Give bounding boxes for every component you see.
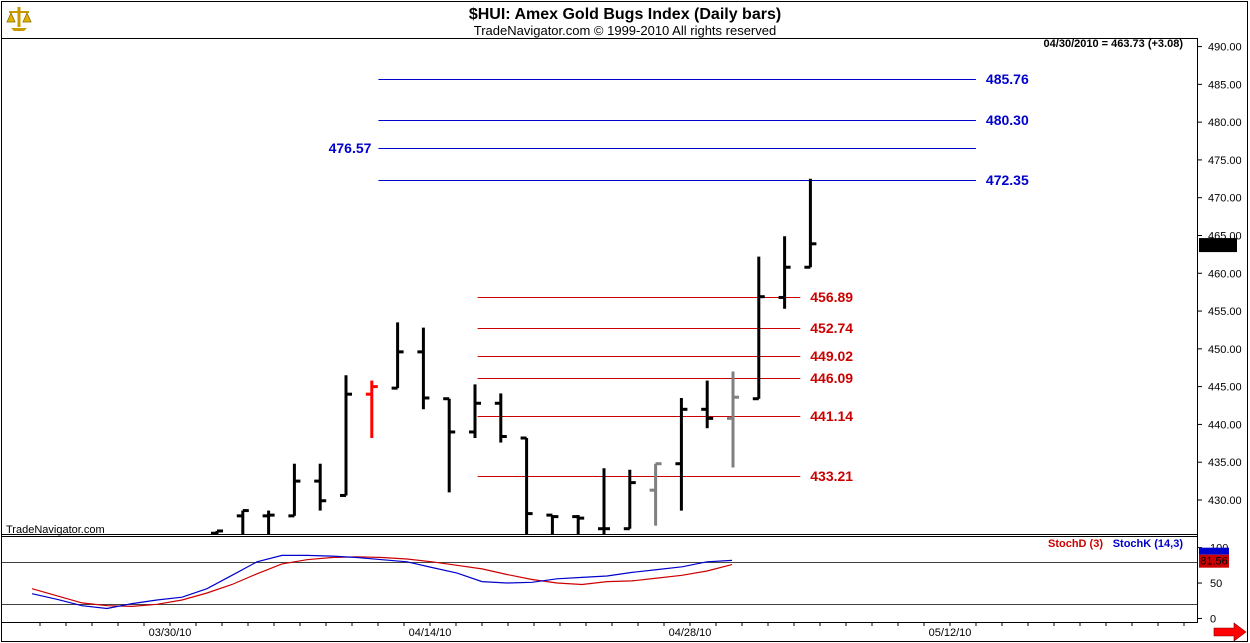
price-bar	[623, 469, 636, 531]
price-bar	[572, 515, 585, 534]
y-tick-label: 480.00	[1208, 117, 1242, 129]
price-bar	[804, 178, 817, 269]
level-label-476.57: 476.57	[329, 140, 372, 156]
y-tick-label: 450.00	[1208, 344, 1242, 356]
price-bar	[340, 375, 352, 497]
stoch-line	[31, 554, 733, 610]
level-label-485.76: 485.76	[986, 71, 1029, 87]
price-bar	[443, 397, 456, 493]
y-tick-label: 470.00	[1208, 193, 1242, 205]
price-bar	[701, 380, 714, 429]
legend-stoch-d: StochD (3)	[1048, 538, 1103, 550]
date-x-axis: 03/30/10 04/14/10 04/28/10 05/12/10	[39, 622, 1185, 639]
price-bar	[236, 509, 249, 534]
price-bar	[314, 463, 327, 511]
price-bar	[546, 513, 559, 534]
price-bar	[778, 236, 791, 309]
stoch-y-tick-label: 50	[1210, 578, 1222, 590]
last-quote: 04/30/2010 = 463.73 (+3.08)	[1044, 38, 1184, 50]
price-bar	[520, 436, 533, 534]
x-tick-label: 04/14/10	[409, 627, 452, 639]
y-tick-label: 445.00	[1208, 382, 1242, 394]
level-label-446.09: 446.09	[810, 370, 853, 386]
price-bar	[211, 529, 223, 534]
price-bar	[391, 322, 404, 390]
x-tick-label: 04/28/10	[669, 627, 712, 639]
stoch-line	[31, 556, 733, 608]
price-bar	[288, 463, 301, 518]
x-tick-label: 03/30/10	[149, 627, 192, 639]
price-bar	[675, 397, 688, 511]
chart-subtitle: TradeNavigator.com © 1999-2010 All right…	[474, 23, 776, 38]
y-tick-label: 435.00	[1208, 457, 1242, 469]
chart-title: $HUI: Amex Gold Bugs Index (Daily bars)	[469, 6, 781, 23]
price-bar	[727, 371, 739, 468]
last-price-tag	[1199, 238, 1237, 253]
watermark-label: TradeNavigator.com	[6, 524, 105, 536]
y-tick-label: 455.00	[1208, 306, 1242, 318]
level-lines	[378, 79, 976, 477]
y-tick-label: 475.00	[1208, 155, 1242, 167]
y-tick-label: 485.00	[1208, 79, 1242, 91]
trade-navigator-logo-icon[interactable]	[5, 6, 33, 32]
level-label-441.14: 441.14	[810, 408, 853, 424]
stoch-y-tick-label: 0	[1210, 613, 1216, 625]
price-bars	[211, 178, 817, 534]
level-label-449.02: 449.02	[810, 348, 853, 364]
y-tick-label: 490.00	[1208, 42, 1242, 54]
level-label-472.35: 472.35	[986, 172, 1029, 188]
price-bar	[417, 327, 430, 410]
legend-stoch-k: StochK (14,3)	[1113, 538, 1184, 550]
stoch-k-tag	[1199, 547, 1229, 555]
price-bar	[752, 256, 765, 401]
y-tick-label: 430.00	[1208, 495, 1242, 507]
stoch-d-tag	[1199, 554, 1229, 568]
price-bar	[598, 468, 610, 534]
stoch-last-value: 81.56	[1200, 556, 1228, 568]
level-label-456.89: 456.89	[810, 289, 853, 305]
price-bar	[262, 510, 275, 534]
level-label-433.21: 433.21	[810, 468, 853, 484]
last-price-label: 463.73	[1201, 240, 1235, 252]
price-bar	[649, 462, 662, 526]
level-label-480.30: 480.30	[986, 112, 1029, 128]
price-bar	[365, 380, 378, 439]
stochastic-panel: StochD (3)StochK (14,3)10050081.56	[2, 538, 1229, 625]
x-tick-label: 05/12/10	[929, 627, 972, 639]
price-bar	[494, 393, 507, 443]
y-tick-label: 460.00	[1208, 268, 1242, 280]
price-y-axis: 430.00 435.00 440.00 445.00 450.00 455.00 460.…	[1197, 42, 1242, 507]
price-bar	[469, 384, 481, 439]
y-tick-label: 440.00	[1208, 419, 1242, 431]
scroll-right-arrow-icon[interactable]	[1213, 622, 1247, 642]
level-label-452.74: 452.74	[810, 320, 853, 336]
